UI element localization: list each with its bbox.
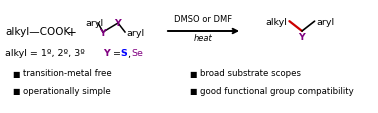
Text: heat: heat	[194, 34, 213, 43]
Text: good functional group compatibility: good functional group compatibility	[200, 87, 354, 96]
Text: ■: ■	[189, 87, 197, 96]
Text: broad substrate scopes: broad substrate scopes	[200, 69, 301, 78]
Text: alkyl: alkyl	[265, 18, 287, 26]
Text: S: S	[120, 49, 127, 58]
Text: aryl: aryl	[85, 19, 103, 28]
Text: =: =	[110, 49, 124, 58]
Text: operationally simple: operationally simple	[23, 87, 111, 96]
Text: aryl: aryl	[317, 18, 335, 26]
Text: Y: Y	[100, 28, 106, 37]
Text: +: +	[67, 25, 77, 38]
Text: Y: Y	[299, 33, 305, 42]
Text: Y: Y	[103, 49, 110, 58]
Text: DMSO or DMF: DMSO or DMF	[174, 15, 232, 24]
Text: Se: Se	[131, 49, 143, 58]
Text: alkyl = 1º, 2º, 3º: alkyl = 1º, 2º, 3º	[5, 49, 85, 58]
Text: ■: ■	[12, 69, 20, 78]
Text: ■: ■	[189, 69, 197, 78]
Text: Y: Y	[115, 19, 121, 28]
Text: aryl: aryl	[126, 28, 144, 37]
Text: ■: ■	[12, 87, 20, 96]
Text: alkyl—COOK: alkyl—COOK	[5, 27, 70, 37]
Text: transition-metal free: transition-metal free	[23, 69, 112, 78]
Text: ,: ,	[127, 49, 130, 58]
